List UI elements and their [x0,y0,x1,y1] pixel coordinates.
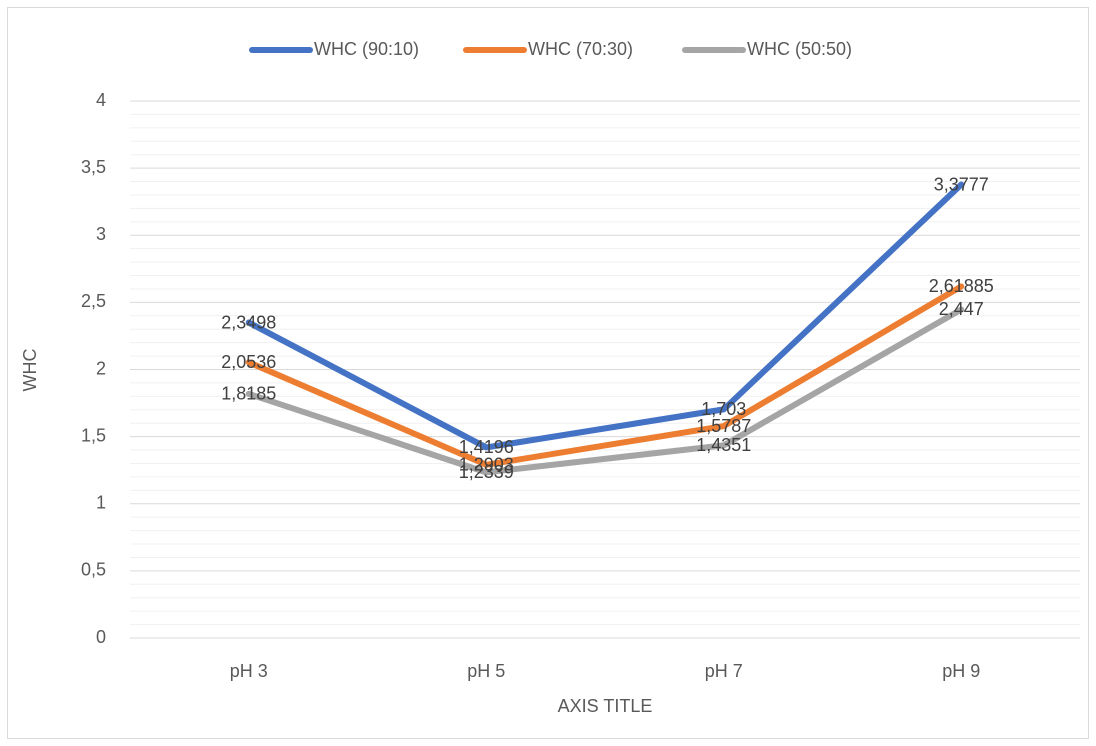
x-tick-label: pH 5 [467,661,505,681]
data-label: 1,5787 [696,416,751,436]
y-tick-label: 0 [96,627,106,647]
y-tick-label: 3,5 [81,157,106,177]
data-label: 1,4196 [459,437,514,457]
y-tick-label: 4 [96,90,106,110]
chart-border [7,7,1089,739]
series-line [245,181,965,451]
data-label: 1,703 [701,399,746,419]
data-label: 1,2903 [459,455,514,475]
data-label: 3,3777 [934,174,989,194]
x-tick-label: pH 9 [942,661,980,681]
y-tick-label: 0,5 [81,560,106,580]
data-label: 2,0536 [221,352,276,372]
y-tick-label: 1 [96,493,106,513]
data-label: 1,2339 [459,462,514,482]
x-tick-label: pH 7 [705,661,743,681]
y-tick-label: 2,5 [81,291,106,311]
data-label: 1,4351 [696,435,751,455]
legend-label: WHC (90:10) [314,39,419,59]
legend-label: WHC (70:30) [528,39,633,59]
data-label: 2,447 [939,299,984,319]
x-axis-title: AXIS TITLE [558,696,653,716]
data-label: 1,8185 [221,384,276,404]
x-tick-label: pH 3 [230,661,268,681]
series-line [245,283,965,468]
data-label: 2,61885 [929,276,994,296]
y-tick-label: 1,5 [81,425,106,445]
y-axis-title: WHC [20,349,40,392]
y-tick-label: 3 [96,224,106,244]
y-tick-label: 2 [96,358,106,378]
legend-label: WHC (50:50) [747,39,852,59]
data-label: 2,3498 [221,312,276,332]
series-line [245,306,965,476]
